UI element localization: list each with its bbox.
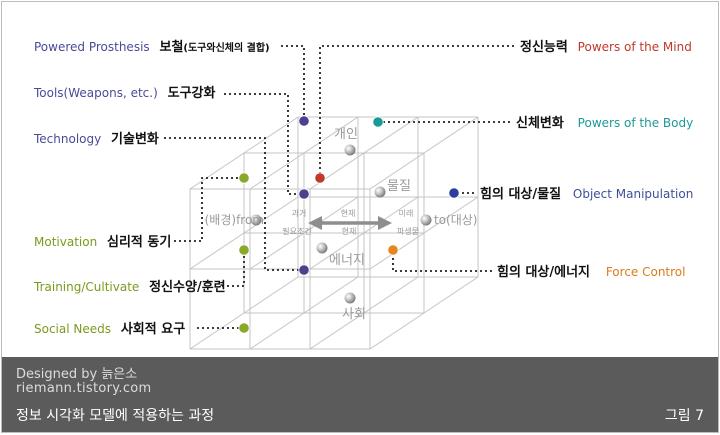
en-label: Training/Cultivate bbox=[33, 280, 139, 294]
right-label-powers-of-mind: 정신능력 Powers of the Mind bbox=[520, 39, 692, 55]
grid-line bbox=[249, 276, 359, 350]
grid-line bbox=[369, 196, 479, 270]
ko-label: 기술변화 bbox=[111, 131, 159, 147]
leader-tools bbox=[224, 93, 304, 195]
right-label-powers-of-body: 신체변화 Powers of the Body bbox=[516, 115, 693, 131]
grid-line bbox=[309, 196, 419, 270]
node-energy bbox=[316, 242, 328, 254]
ko-label: 보철 bbox=[159, 39, 183, 55]
grid-line bbox=[249, 116, 359, 190]
ko-label: 도구강화 bbox=[168, 85, 216, 101]
en-label: Tools(Weapons, etc.) bbox=[33, 86, 158, 100]
grid-line bbox=[189, 276, 299, 350]
en-label: Motivation bbox=[34, 235, 97, 249]
node-from bbox=[250, 214, 262, 226]
svg-text:Tools(Weapons, etc.) 도: Tools(Weapons, etc.) 도구강화 bbox=[33, 85, 215, 101]
leader-prosthesis bbox=[281, 45, 305, 116]
left-label-social-needs: Social Needs 사회적 요구 bbox=[34, 321, 185, 337]
right-label-force-control: 힘의 대상/에너지 Force Control bbox=[497, 264, 686, 280]
left-label-motivation: Motivation 심리적 동기 bbox=[34, 234, 171, 250]
node-label-individual: 개인 bbox=[334, 127, 358, 142]
endpoint-dots bbox=[238, 115, 460, 334]
from-label: (배경)from bbox=[205, 213, 264, 227]
time-arrow bbox=[308, 216, 392, 230]
left-label-technology: Technology 기술변화 bbox=[33, 131, 159, 147]
dot-motivation bbox=[238, 172, 250, 184]
svg-text:Powered Prosthesis 보철(: Powered Prosthesis 보철(도구와신체의 결합) bbox=[34, 39, 270, 55]
time-future: 미래 bbox=[399, 209, 414, 218]
dot-technology bbox=[298, 264, 310, 276]
right-label-object-manipulation: 힘의 대상/물질 Object Manipulation bbox=[480, 186, 693, 202]
svg-text:힘의 대상/물질 Object Manipu: 힘의 대상/물질 Object Manipulation bbox=[480, 186, 693, 202]
node-matter bbox=[374, 186, 386, 198]
dot-body bbox=[372, 116, 384, 128]
dot-object bbox=[448, 187, 460, 199]
en-label: Object Manipulation bbox=[573, 187, 693, 201]
node-individual bbox=[344, 144, 356, 156]
grid-line bbox=[189, 116, 299, 190]
time-present: 현재 bbox=[341, 209, 356, 218]
ko-label: 힘의 대상/에너지 bbox=[497, 264, 590, 280]
time-past-sub: 필요조건 bbox=[282, 226, 311, 236]
grid-line bbox=[369, 116, 479, 190]
svg-text:정신능력 Powers of the Min: 정신능력 Powers of the Mind bbox=[520, 39, 692, 55]
svg-text:신체변화 Powers of the Bod: 신체변화 Powers of the Body bbox=[516, 115, 693, 131]
en-label: Powers of the Body bbox=[578, 116, 694, 130]
ko-note: (도구와신체의 결합) bbox=[183, 41, 269, 54]
node-society bbox=[344, 292, 356, 304]
cube-nodes bbox=[250, 144, 432, 304]
grid-line bbox=[309, 276, 419, 350]
grid-line bbox=[369, 276, 479, 350]
ko-label: 정신수양/훈련 bbox=[149, 279, 226, 295]
dot-force bbox=[387, 244, 399, 256]
dot-training bbox=[238, 244, 250, 256]
svg-text:Social Needs 사회적 요구: Social Needs 사회적 요구 bbox=[34, 321, 185, 337]
leader-motivation bbox=[174, 177, 244, 242]
time-future-sub: 파생물 bbox=[397, 226, 419, 236]
dot-prosthesis bbox=[298, 115, 310, 127]
node-label-energy: 에너지 bbox=[329, 253, 365, 268]
dot-tools bbox=[298, 188, 310, 200]
left-label-training: Training/Cultivate 정신수양/훈련 bbox=[33, 279, 226, 295]
left-label-powered-prosthesis: Powered Prosthesis 보철(도구와신체의 결합) bbox=[34, 39, 270, 55]
ko-label: 신체변화 bbox=[516, 115, 564, 131]
en-label: Powers of the Mind bbox=[578, 40, 692, 54]
site-url: riemann.tistory.com bbox=[16, 381, 152, 396]
figure-caption: 정보 시각화 모델에 적용하는 과정 bbox=[16, 408, 215, 424]
time-past: 과거 bbox=[292, 209, 307, 218]
left-label-tools: Tools(Weapons, etc.) 도구강화 bbox=[33, 85, 215, 101]
leader-training bbox=[222, 250, 245, 287]
en-label: Force Control bbox=[606, 265, 686, 279]
ko-label: 사회적 요구 bbox=[121, 321, 185, 337]
footer-bar: Designed by 늙은소 riemann.tistory.com 정보 시… bbox=[2, 357, 718, 432]
figure-number: 그림 7 bbox=[664, 408, 704, 424]
node-to bbox=[420, 214, 432, 226]
ko-label: 심리적 동기 bbox=[107, 234, 171, 250]
ko-label: 정신능력 bbox=[520, 39, 568, 55]
node-label-society: 사회 bbox=[342, 307, 366, 322]
designer-credit: Designed by 늙은소 bbox=[16, 367, 138, 382]
svg-text:Technology 기술변화: Technology 기술변화 bbox=[33, 131, 159, 147]
model-diagram: 개인 물질 에너지 사회 (배경)from to(대상) 과거 현재 미래 필요… bbox=[33, 39, 693, 350]
en-label: Technology bbox=[33, 132, 101, 146]
cube-grid bbox=[189, 116, 479, 350]
node-label-matter: 물질 bbox=[387, 179, 411, 194]
grid-line bbox=[249, 196, 359, 270]
ko-label: 힘의 대상/물질 bbox=[480, 186, 561, 202]
leader-technology bbox=[164, 137, 304, 271]
svg-text:Training/Cultivate 정신수: Training/Cultivate 정신수양/훈련 bbox=[33, 279, 226, 295]
svg-text:힘의 대상/에너지 Force Contro: 힘의 대상/에너지 Force Control bbox=[497, 264, 686, 280]
dot-mind bbox=[314, 172, 326, 184]
to-label: to(대상) bbox=[434, 213, 478, 227]
dot-social bbox=[238, 322, 250, 334]
leader-mind bbox=[319, 45, 514, 178]
time-present-sub: 현재 bbox=[342, 227, 357, 236]
grid-line bbox=[309, 116, 419, 190]
leader-force bbox=[392, 250, 492, 272]
en-label: Social Needs bbox=[34, 322, 111, 336]
grid-line bbox=[189, 196, 299, 270]
svg-text:Motivation 심리적 동기: Motivation 심리적 동기 bbox=[34, 234, 171, 250]
en-label: Powered Prosthesis bbox=[34, 40, 150, 54]
